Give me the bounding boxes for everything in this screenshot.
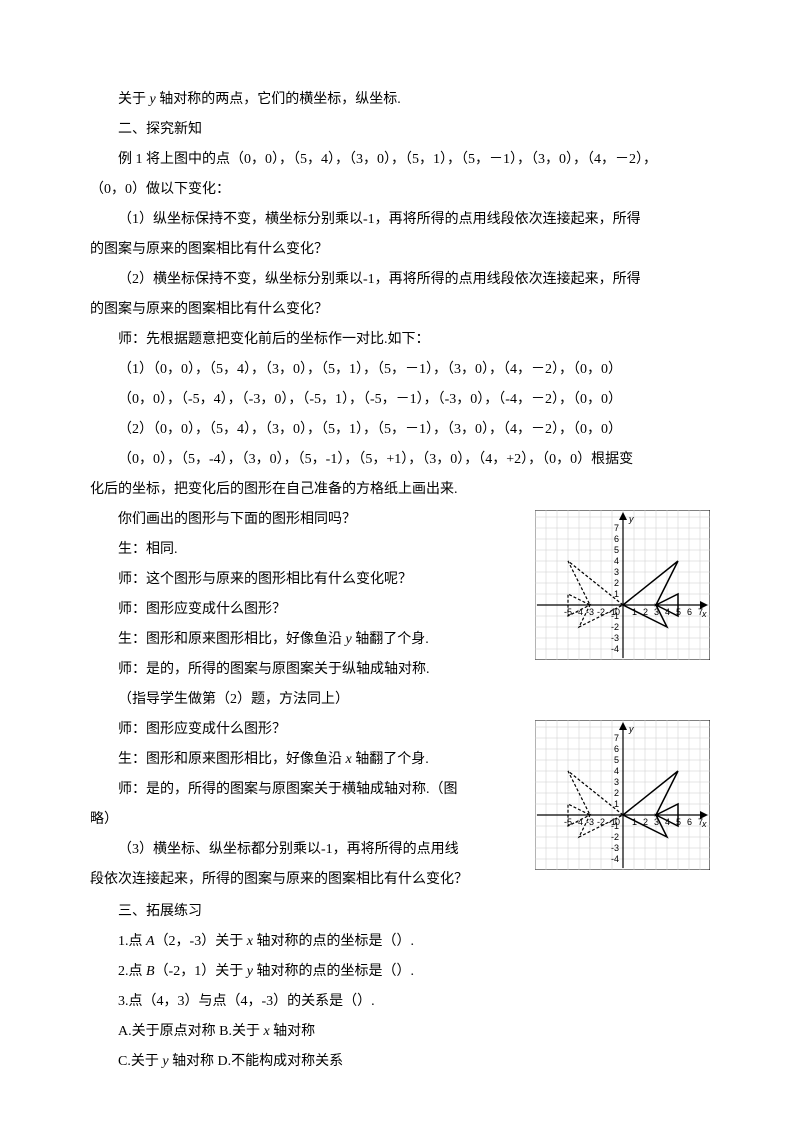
line: A.关于原点对称 B.关于 x 轴对称 — [90, 1018, 710, 1046]
svg-text:-4: -4 — [611, 644, 619, 654]
svg-text:7: 7 — [614, 523, 619, 533]
svg-text:y: y — [628, 724, 634, 734]
line: 2.点 B（-2，1）关于 y 轴对称的点的坐标是（）. — [90, 958, 710, 986]
svg-text:-2: -2 — [611, 832, 619, 842]
svg-text:7: 7 — [698, 817, 703, 827]
var-a: A — [146, 934, 155, 949]
section-heading: 二、探究新知 — [90, 116, 710, 144]
line: 师：是的，所得的图案与原图案关于纵轴成轴对称. — [90, 656, 710, 684]
svg-text:2: 2 — [614, 788, 619, 798]
var-b: B — [146, 964, 155, 979]
svg-text:4: 4 — [614, 556, 619, 566]
svg-text:6: 6 — [614, 744, 619, 754]
svg-text:-1: -1 — [611, 821, 619, 831]
svg-text:3: 3 — [614, 567, 619, 577]
svg-text:7: 7 — [698, 607, 703, 617]
svg-text:-2: -2 — [611, 622, 619, 632]
line: （0，0），（-5，4），（-3，0），（-5，1），（-5，－1），（-3，0… — [90, 386, 710, 414]
line: （0，0）做以下变化： — [90, 176, 710, 204]
content: 关于 y 轴对称的两点，它们的横坐标，纵坐标. 二、探究新知 例 1 将上图中的… — [90, 86, 710, 1076]
svg-text:7: 7 — [614, 733, 619, 743]
text-with-figures: xy0-5-4-3-2-112345677654321-1-2-3-4 你们画出… — [90, 506, 710, 896]
coordinate-figure-2: xy0-5-4-3-2-112345677654321-1-2-3-4 — [535, 720, 710, 870]
svg-text:-3: -3 — [586, 817, 594, 827]
svg-text:y: y — [628, 514, 634, 524]
svg-text:1: 1 — [614, 589, 619, 599]
line: 师：先根据题意把变化前后的坐标作一对比.如下： — [90, 326, 710, 354]
line: （1）（0，0），（5，4），（3，0），（5，1），（5，－1），（3，0），… — [90, 356, 710, 384]
svg-text:6: 6 — [687, 607, 692, 617]
svg-text:3: 3 — [614, 777, 619, 787]
line: 化后的坐标，把变化后的图形在自己准备的方格纸上画出来. — [90, 476, 710, 504]
line: 1.点 A（2，-3）关于 x 轴对称的点的坐标是（）. — [90, 928, 710, 956]
section-heading: 三、拓展练习 — [90, 898, 710, 926]
line: 关于 y 轴对称的两点，它们的横坐标，纵坐标. — [90, 86, 710, 114]
line: （2）横坐标保持不变，纵坐标分别乘以-1，再将所得的点用线段依次连接起来，所得 — [90, 266, 710, 294]
svg-text:-4: -4 — [611, 854, 619, 864]
line: （0，0），（5，-4），（3，0），（5，-1），（5，+1），（3，0），（… — [90, 446, 710, 474]
svg-text:-3: -3 — [586, 607, 594, 617]
svg-text:6: 6 — [687, 817, 692, 827]
line: （2）（0，0），（5，4），（3，0），（5，1），（5，－1），（3，0），… — [90, 416, 710, 444]
line: C.关于 y 轴对称 D.不能构成对称关系 — [90, 1048, 710, 1076]
svg-text:-1: -1 — [611, 611, 619, 621]
line: （1）纵坐标保持不变，横坐标分别乘以-1，再将所得的点用线段依次连接起来，所得 — [90, 206, 710, 234]
line: 段依次连接起来，所得的图案与原来的图案相比有什么变化？ — [90, 866, 710, 894]
line: （指导学生做第（2）题，方法同上） — [90, 686, 710, 714]
svg-text:2: 2 — [614, 578, 619, 588]
line: 例 1 将上图中的点（0，0），（5，4），（3，0），（5，1），（5，－1）… — [90, 146, 710, 174]
line: 的图案与原来的图案相比有什么变化？ — [90, 296, 710, 324]
svg-text:5: 5 — [614, 545, 619, 555]
coordinate-figure-1: xy0-5-4-3-2-112345677654321-1-2-3-4 — [535, 510, 710, 660]
svg-text:-3: -3 — [611, 633, 619, 643]
svg-text:1: 1 — [614, 799, 619, 809]
svg-text:4: 4 — [614, 766, 619, 776]
line: 3.点（4，3）与点（4，-3）的关系是（）. — [90, 988, 710, 1016]
svg-text:-3: -3 — [611, 843, 619, 853]
svg-text:5: 5 — [614, 755, 619, 765]
line: 的图案与原来的图案相比有什么变化？ — [90, 236, 710, 264]
svg-text:6: 6 — [614, 534, 619, 544]
